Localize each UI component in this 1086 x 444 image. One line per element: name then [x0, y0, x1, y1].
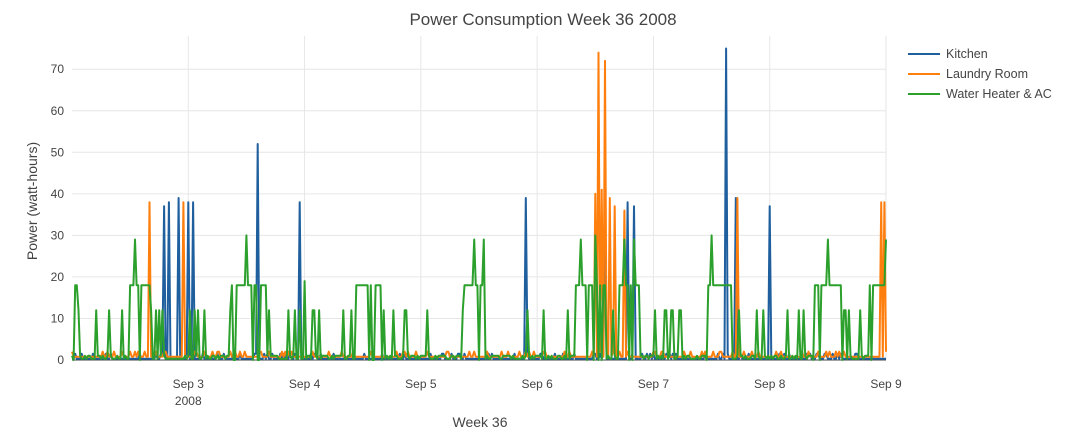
x-axis-title: Week 36: [452, 414, 508, 430]
x-tick-label: Sep 3: [173, 377, 205, 391]
y-tick-label: 60: [51, 104, 65, 118]
y-tick-label: 10: [51, 311, 65, 325]
series-layer: [71, 47, 887, 361]
legend-swatch-laundry-room: [908, 73, 940, 75]
x-tick-label: Sep 7: [638, 377, 670, 391]
y-tick-label: 70: [51, 62, 65, 76]
y-tick-label: 20: [51, 270, 65, 284]
legend-item-water-heater-ac[interactable]: Water Heater & AC: [908, 84, 1052, 104]
y-tick-label: 50: [51, 145, 65, 159]
legend: Kitchen Laundry Room Water Heater & AC: [908, 44, 1052, 104]
legend-item-kitchen[interactable]: Kitchen: [908, 44, 1052, 64]
legend-label-water-heater-ac: Water Heater & AC: [946, 87, 1052, 101]
y-tick-label: 30: [51, 228, 65, 242]
x-axis-ticks: Sep 3 2008 Sep 4 Sep 5 Sep 6 Sep 7 Sep 8 Sep 9: [173, 377, 902, 408]
legend-swatch-water-heater-ac: [908, 93, 940, 95]
x-tick-label: Sep 8: [754, 377, 786, 391]
y-tick-label: 0: [57, 353, 64, 367]
chart-title: Power Consumption Week 36 2008: [409, 10, 677, 29]
series-line-water-heater-ac: [71, 234, 887, 361]
y-axis-title: Power (watt-hours): [24, 141, 40, 261]
legend-label-laundry-room: Laundry Room: [946, 67, 1028, 81]
legend-label-kitchen: Kitchen: [946, 47, 988, 61]
x-tick-label: Sep 5: [405, 377, 437, 391]
x-tick-sublabel: 2008: [175, 394, 202, 408]
x-tick-label: Sep 9: [870, 377, 902, 391]
gridlines: [72, 36, 887, 361]
legend-swatch-kitchen: [908, 53, 940, 55]
x-tick-label: Sep 4: [289, 377, 321, 391]
legend-item-laundry-room[interactable]: Laundry Room: [908, 64, 1052, 84]
x-tick-label: Sep 6: [521, 377, 553, 391]
y-axis-ticks: 0 10 20 30 40 50 60 70: [51, 62, 65, 367]
y-tick-label: 40: [51, 187, 65, 201]
